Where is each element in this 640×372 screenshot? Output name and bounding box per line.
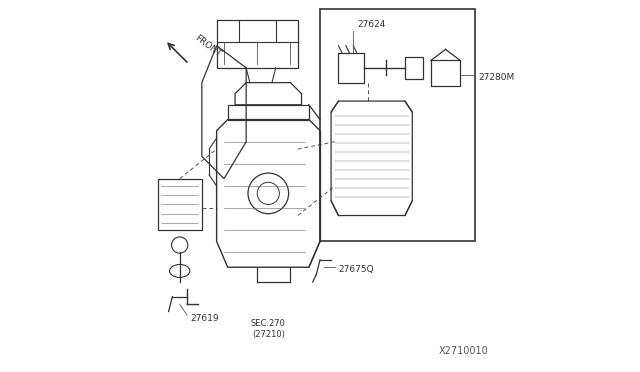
Text: 27280M: 27280M [479,73,515,81]
Bar [320,9,475,241]
Text: 27619: 27619 [191,314,220,323]
Text: X2710010: X2710010 [439,346,489,356]
Text: 27675Q: 27675Q [339,264,374,273]
Text: 27624: 27624 [357,20,385,29]
Text: FRONT: FRONT [193,33,222,59]
Text: SEC.270
(27210): SEC.270 (27210) [251,319,285,339]
